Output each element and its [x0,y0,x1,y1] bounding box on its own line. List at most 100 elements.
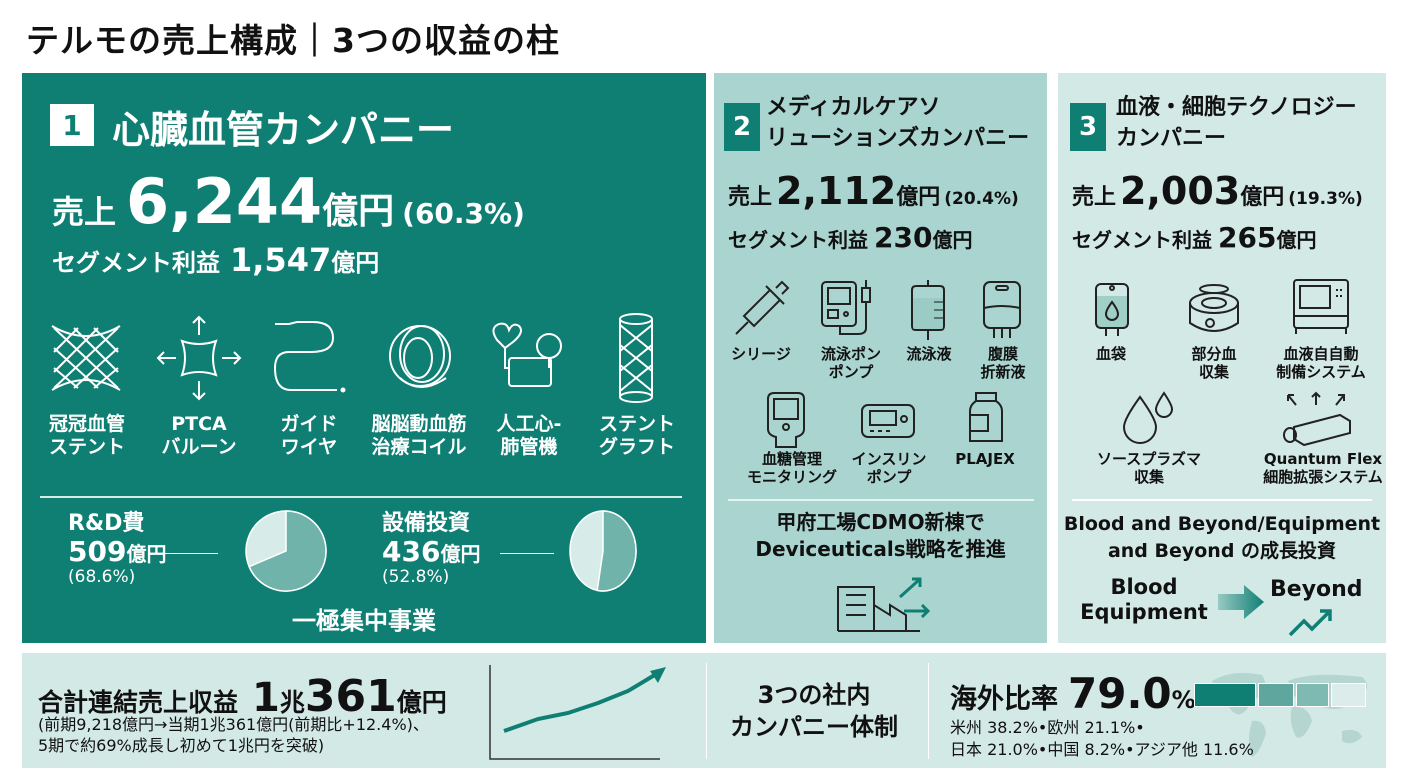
page-title: テルモの売上構成｜3つの収益の柱 [26,21,560,60]
region-bar-segment [1295,683,1329,707]
product-label: ステント グラフト [598,413,675,458]
sales-unit: 億円 [896,185,941,210]
rd-block: R&D費 509億円 (68.6%) [68,511,166,588]
profit-unit: 億円 [1276,228,1317,252]
sales-unit: 億円 [322,191,395,232]
sales-share: (19.3%) [1288,189,1363,209]
footer-text: 一極集中事業 [292,607,436,635]
profit-label: セグメント利益 [728,228,868,252]
glucose-meter-icon [767,392,805,448]
coil-icon [389,325,451,388]
capex-label: 設備投資 [382,511,471,536]
capex-pie-chart [569,510,637,592]
rd-unit: 億円 [126,542,167,567]
region-bar-segment [1194,683,1257,707]
panel-number-badge: 2 [724,103,760,151]
region-bar-segment [1330,683,1366,707]
iv-bag-icon [911,280,945,340]
connector-line [500,553,554,554]
rd-pie-chart [245,510,327,592]
divider [728,499,1034,501]
profit-line: セグメント利益 265 億円 [1072,221,1316,254]
product-label: 流泳液 [906,345,952,363]
divider [928,663,929,759]
growth-arrow-icon [1288,609,1332,637]
medical-care-panel: 2 メディカルケアソ リューションズカンパニー 売上 2,112 億円 (20.4… [714,73,1047,643]
insulin-pump-icon [861,404,915,438]
total-value-trillion: 1 [252,675,280,721]
panel-number-badge: 1 [50,104,94,146]
stent-mesh-icon [51,325,121,391]
profit-unit: 億円 [932,228,973,252]
sales-line: 売上 6,244 億円 (60.3%) [52,165,525,238]
product-label: 血糖管理 モニタリング [746,450,837,486]
panel-number-badge: 3 [1070,103,1106,151]
centrifuge-icon [1189,284,1239,332]
product-label: PLAJEX [955,450,1015,468]
profit-label: セグメント利益 [52,249,220,277]
profit-value: 265 [1218,221,1277,254]
total-value-oku: 361 [304,671,397,722]
company-structure: 3つの社内 カンパニー体制 [730,681,898,742]
product-label: ソースプラズマ 収集 [1097,450,1201,486]
capex-block: 設備投資 436億円 (52.8%) [382,511,480,588]
overseas-ratio: 海外比率 79.0 % [950,669,1196,718]
from-label: Blood Equipment [1080,575,1208,625]
cell-flask-icon [1283,391,1351,447]
summary-bar: 合計連結売上収益 1 兆 361 億円 (前期9,218億円→当期1兆361億円… [22,653,1386,768]
region-breakdown: 米州 38.2%•欧州 21.1%• 日本 21.0%•中国 8.2%•アジア他 … [950,718,1254,759]
footer-text: Blood and Beyond/Equipment and Beyond の成長… [1063,513,1381,562]
product-label: インスリン ポンプ [851,450,927,486]
product-label: 人工心- 肺管機 [496,413,562,458]
capex-share: (52.8%) [382,567,450,588]
guidewire-icon [273,321,346,393]
overseas-label: 海外比率 [950,684,1058,715]
profit-line: セグメント利益 230 億円 [728,221,972,254]
footer-text: 甲府工場CDMO新棟で Deviceuticals戦略を推進 [755,510,1006,561]
product-label: 腹膜 折新液 [980,345,1026,381]
product-label: 流泳ポン ポンプ [820,345,881,381]
sales-value: 2,112 [776,169,897,213]
region-share-bar [1194,683,1366,707]
blood-bag-icon [1095,283,1129,336]
sales-line: 売上 2,003 億円 (19.3%) [1072,169,1363,213]
region-bar-segment [1258,683,1294,707]
divider [706,663,707,759]
sales-prefix: 売上 [728,185,773,210]
overseas-value: 79.0 [1068,669,1172,718]
product-label: ガイド ワイヤ [280,413,338,458]
medicine-bottle-icon [969,392,1003,442]
total-unit: 億円 [396,688,447,717]
sales-prefix: 売上 [1072,185,1117,210]
pie-slice-share [596,510,637,592]
rd-label: R&D費 [68,511,145,536]
rd-share: (68.6%) [68,567,136,588]
sales-unit: 億円 [1240,185,1285,210]
profit-label: セグメント利益 [1072,228,1212,252]
rd-value: 509 [68,535,127,569]
sales-share: (20.4%) [944,189,1019,209]
infusion-pump-icon [821,280,871,335]
cardiovascular-panel: 1 心臓血管カンパニー 売上 6,244 億円 (60.3%) セグメント利益 … [22,73,706,643]
dialysis-bag-icon [983,281,1021,338]
total-revenue: 合計連結売上収益 1 兆 361 億円 [38,671,447,722]
divider [1072,499,1372,501]
company-name: メディカルケアソ リューションズカンパニー [766,95,1030,151]
syringe-icon [735,280,790,335]
total-unit-cho: 兆 [279,688,305,717]
balloon-icon [156,315,242,401]
product-label: PTCA バルーン [161,413,237,458]
growth-line-chart [489,665,666,760]
sales-prefix: 売上 [52,193,117,231]
profit-value: 230 [874,221,933,254]
company-name: 心臓血管カンパニー [112,108,455,152]
profit-unit: 億円 [331,249,380,277]
droplets-icon [1122,391,1174,444]
profit-line: セグメント利益 1,547 億円 [52,241,379,279]
capex-value: 436 [382,535,441,569]
sales-line: 売上 2,112 億円 (20.4%) [728,169,1019,213]
connector-line [164,553,218,554]
to-label: Beyond [1270,577,1363,602]
automated-system-icon [1293,279,1349,334]
profit-value: 1,547 [230,241,332,279]
